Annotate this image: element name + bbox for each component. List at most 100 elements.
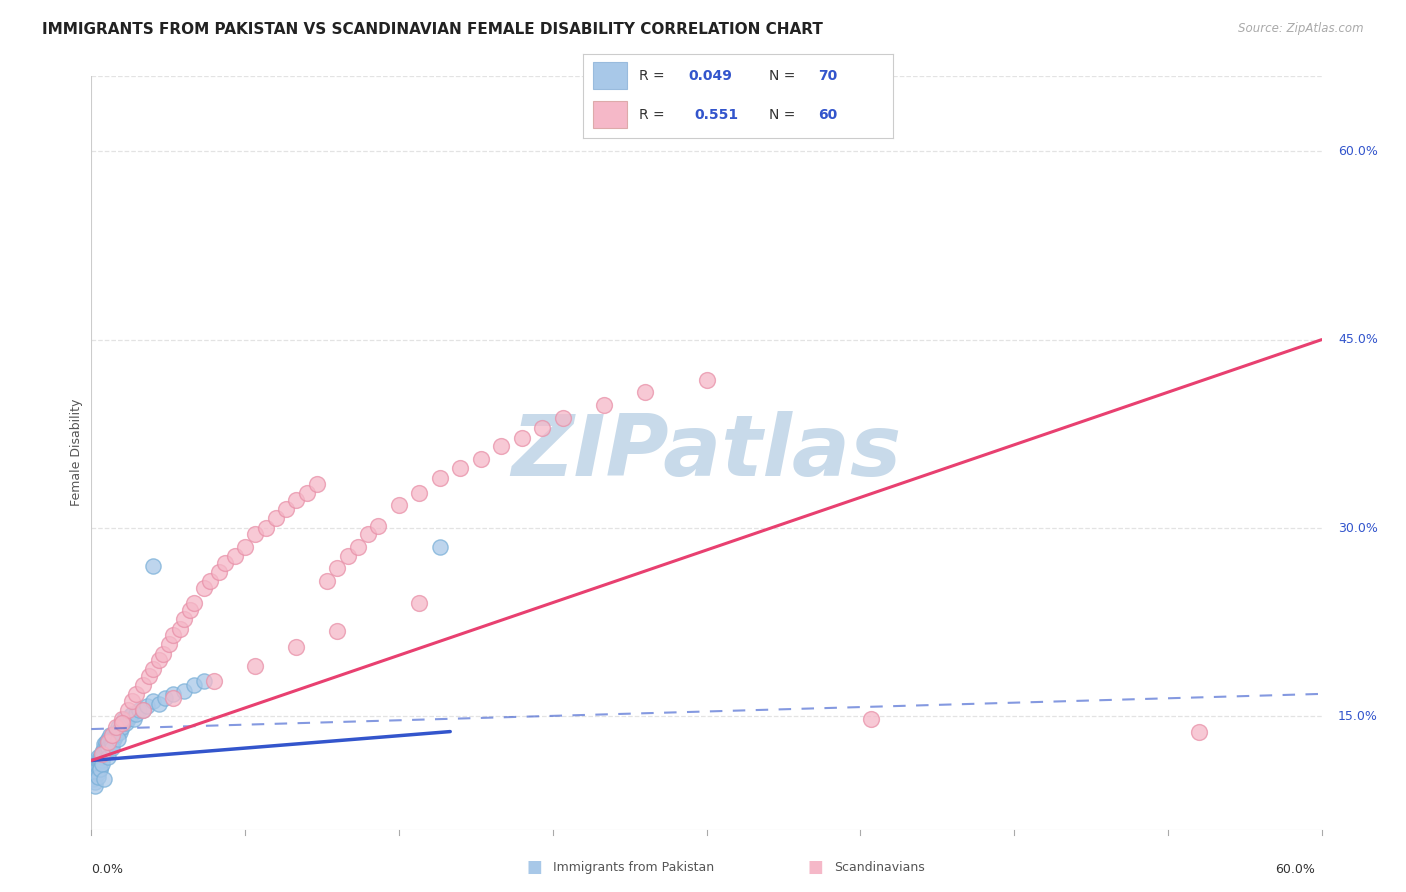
Point [90, 745, 112, 759]
Point [111, 712, 134, 726]
Point [98, 737, 121, 751]
Point [264, 511, 287, 525]
Point [84, 779, 107, 793]
Point [470, 452, 492, 467]
Point [224, 549, 246, 563]
Point [103, 732, 125, 747]
Point [86, 766, 108, 780]
Point [142, 558, 165, 573]
Point [131, 703, 153, 717]
Point [121, 706, 143, 721]
Point [94, 745, 117, 759]
Text: 0.049: 0.049 [689, 69, 733, 83]
Text: ■: ■ [526, 858, 543, 876]
Point [107, 732, 129, 747]
Text: 60.0%: 60.0% [1275, 863, 1315, 876]
Point [254, 521, 277, 535]
Point [1187, 724, 1209, 739]
Point [157, 637, 180, 651]
Point [148, 653, 170, 667]
Point [101, 734, 124, 748]
Point [93, 740, 115, 755]
Point [89, 757, 111, 772]
Point [153, 690, 177, 705]
Point [510, 431, 533, 445]
FancyBboxPatch shape [593, 62, 627, 89]
Text: 30.0%: 30.0% [1339, 522, 1378, 534]
Point [84, 774, 107, 789]
Point [115, 715, 138, 730]
Text: N =: N = [769, 69, 800, 83]
Point [111, 715, 134, 730]
Point [193, 582, 215, 596]
Point [97, 734, 120, 748]
Point [89, 762, 111, 776]
Point [93, 737, 115, 751]
Point [101, 737, 124, 751]
Point [97, 749, 120, 764]
Point [162, 690, 184, 705]
Text: ZIPatlas: ZIPatlas [512, 411, 901, 494]
Point [169, 622, 191, 636]
Point [94, 740, 117, 755]
Point [108, 722, 131, 736]
Point [90, 747, 112, 762]
Point [551, 410, 574, 425]
Point [103, 728, 125, 742]
Point [128, 703, 150, 717]
Point [97, 734, 120, 748]
Point [634, 385, 657, 400]
Text: IMMIGRANTS FROM PAKISTAN VS SCANDINAVIAN FEMALE DISABILITY CORRELATION CHART: IMMIGRANTS FROM PAKISTAN VS SCANDINAVIAN… [42, 22, 823, 37]
Text: 0.0%: 0.0% [91, 863, 124, 876]
Text: Source: ZipAtlas.com: Source: ZipAtlas.com [1239, 22, 1364, 36]
Point [98, 732, 121, 747]
Point [105, 720, 127, 734]
Point [117, 712, 139, 726]
Text: Immigrants from Pakistan: Immigrants from Pakistan [553, 861, 714, 873]
Point [101, 728, 124, 742]
Point [93, 747, 115, 762]
Point [108, 724, 131, 739]
Point [89, 754, 111, 768]
Text: N =: N = [769, 108, 800, 121]
Point [86, 770, 108, 784]
Point [124, 712, 146, 726]
Point [94, 734, 117, 748]
Point [94, 737, 117, 751]
Point [695, 373, 717, 387]
Point [388, 499, 411, 513]
Point [105, 728, 127, 742]
Point [93, 772, 115, 787]
Point [111, 720, 134, 734]
Point [593, 398, 616, 412]
Point [162, 687, 184, 701]
Text: 70: 70 [818, 69, 838, 83]
Point [131, 678, 153, 692]
Point [142, 662, 165, 676]
Point [101, 740, 124, 755]
Text: 15.0%: 15.0% [1339, 710, 1378, 723]
Point [86, 749, 108, 764]
FancyBboxPatch shape [593, 101, 627, 128]
Point [214, 556, 236, 570]
Point [125, 687, 148, 701]
Text: 0.551: 0.551 [695, 108, 740, 121]
Point [285, 493, 308, 508]
Point [131, 703, 153, 717]
Point [97, 732, 120, 747]
Point [90, 757, 112, 772]
Point [89, 749, 111, 764]
Point [326, 624, 349, 638]
Point [429, 540, 451, 554]
Point [98, 728, 121, 742]
Point [90, 747, 112, 762]
Point [117, 703, 139, 717]
Text: 60.0%: 60.0% [1339, 145, 1378, 158]
Point [295, 486, 318, 500]
Y-axis label: Female Disability: Female Disability [70, 399, 83, 507]
Point [97, 740, 120, 755]
Point [90, 749, 112, 764]
Point [233, 540, 256, 554]
Text: R =: R = [640, 108, 673, 121]
Point [105, 724, 127, 739]
